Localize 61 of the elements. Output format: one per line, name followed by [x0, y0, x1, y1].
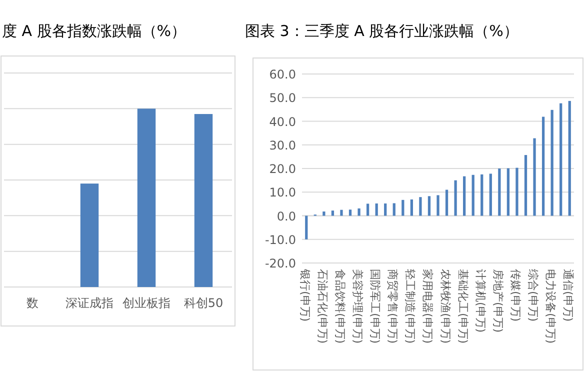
bar [366, 204, 370, 216]
y-tick-label: 30.0 [269, 138, 296, 152]
bar [560, 103, 562, 216]
x-tick-label: 房地产(申万) [491, 269, 504, 333]
bar [392, 203, 396, 216]
bar [568, 100, 571, 216]
x-tick-label: 计算机(申万) [474, 269, 487, 333]
y-tick-label: 10.0 [269, 186, 296, 200]
x-tick-label: 石油石化(申万) [316, 269, 329, 344]
x-tick-label: 轻工制造(申万) [404, 269, 417, 344]
bar [550, 110, 554, 216]
bar [480, 174, 484, 216]
bar [419, 197, 422, 216]
y-tick-label: 50.0 [269, 91, 296, 106]
bar [445, 190, 448, 216]
bar [463, 176, 466, 216]
bar [358, 208, 360, 216]
bar [305, 216, 308, 240]
bar [454, 180, 457, 216]
chart-title: 图表 3：三季度 A 股各行业涨跌幅（%） [245, 22, 518, 40]
bar [506, 168, 510, 216]
bar [384, 203, 387, 216]
x-tick-label: 国防军工(申万) [368, 269, 382, 344]
x-tick-label: 电力设备(申万) [544, 269, 558, 344]
chart-title: 度 A 股各指数涨跌幅（%） [2, 22, 186, 40]
x-tick-label: 通信(申万) [562, 269, 575, 322]
bar [533, 138, 536, 216]
bar [542, 116, 545, 216]
x-tick-label: 农林牧渔(申万) [438, 269, 452, 344]
bar [489, 174, 492, 216]
bar [340, 210, 343, 216]
bar [516, 168, 518, 216]
x-tick-label: 科创50 [184, 296, 224, 310]
bar [375, 203, 378, 216]
bar [331, 210, 334, 216]
x-tick-label: 综合(申万) [526, 269, 540, 322]
x-tick-label: 食品饮料(申万) [333, 269, 346, 344]
x-tick-label: 传媒(申万) [508, 269, 522, 322]
bar [410, 199, 413, 216]
bar [348, 210, 352, 216]
bar [524, 155, 528, 216]
y-tick-label: 60.0 [269, 68, 296, 82]
x-tick-label: 基础化工(申万) [456, 269, 470, 344]
bar [322, 211, 326, 216]
x-tick-label: 创业板指 [122, 296, 170, 310]
y-tick-label: -10.0 [264, 232, 296, 247]
x-tick-label: 商贸零售(申万) [386, 269, 400, 344]
bar [472, 174, 474, 216]
y-tick-label: 20.0 [269, 162, 296, 176]
y-tick-label: 0.0 [276, 209, 296, 224]
bar [402, 200, 404, 216]
bar [498, 168, 501, 216]
y-tick-label: -20.0 [264, 256, 296, 270]
x-tick-label: 深证成指 [66, 296, 114, 310]
y-tick-label: 40.0 [269, 114, 296, 129]
bar [428, 196, 431, 216]
x-tick-label: 美容护理(申万) [351, 269, 364, 344]
x-tick-label: 家用电器(申万) [421, 269, 434, 344]
bar [436, 195, 440, 216]
x-tick-label: 数 [26, 296, 38, 310]
x-tick-label: 银行(申万) [298, 268, 312, 322]
